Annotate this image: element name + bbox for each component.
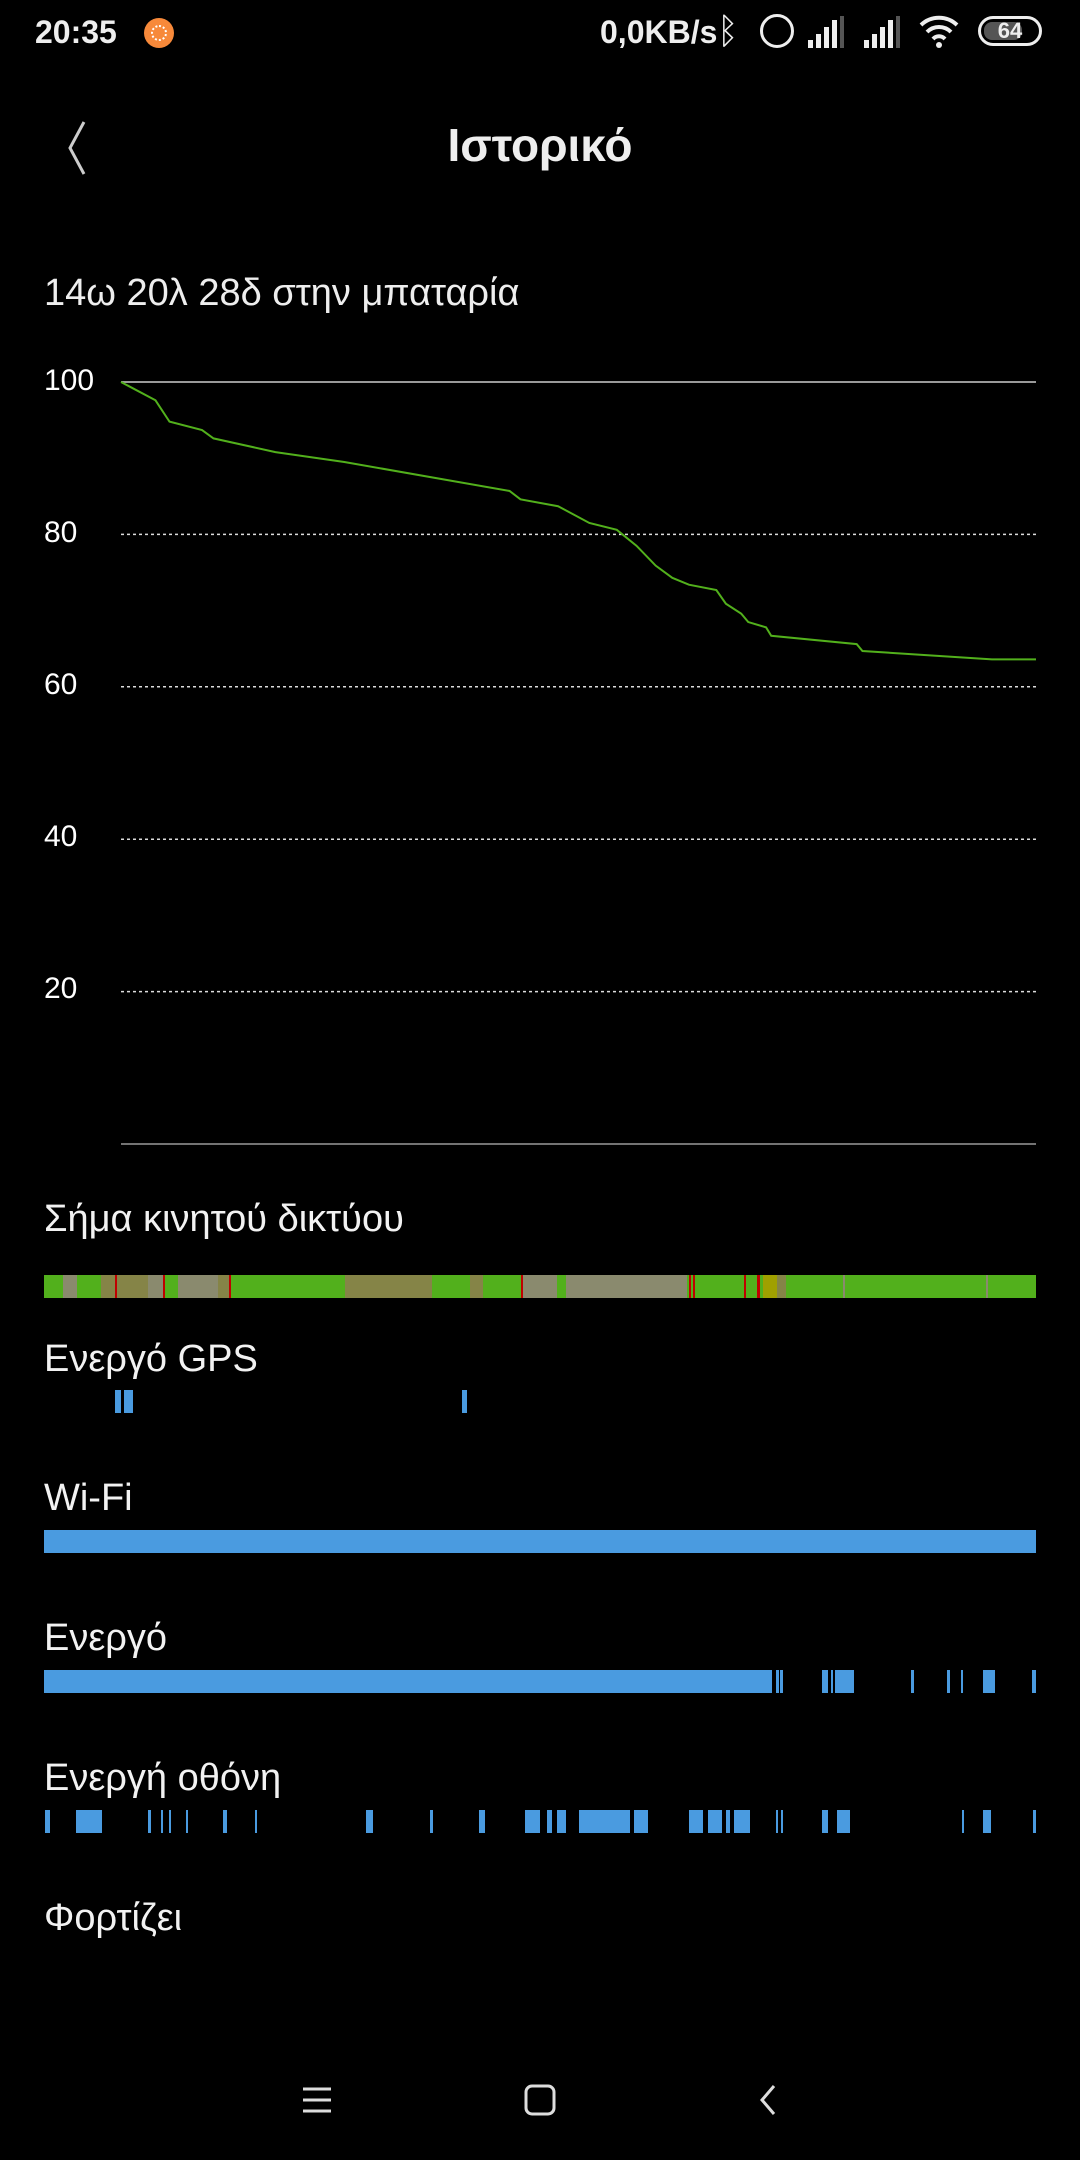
track-segment [254, 1810, 258, 1833]
battery-chart [120, 381, 1036, 1145]
track-segment [692, 1275, 695, 1298]
track-segment [556, 1810, 567, 1833]
track-label: Ενεργό [44, 1617, 168, 1659]
track-label: Φορτίζει [44, 1897, 183, 1939]
y-tick-label: 80 [44, 516, 78, 549]
track-segment [1031, 1670, 1036, 1693]
track-segment [461, 1390, 468, 1413]
battery-icon: 64 [978, 16, 1042, 46]
track-segment [822, 1670, 828, 1693]
track-label: Wi-Fi [44, 1477, 133, 1519]
track-segment [148, 1810, 151, 1833]
track-segment [75, 1810, 103, 1833]
track-bar [44, 1530, 1036, 1553]
track-segment [775, 1810, 778, 1833]
track-bar [44, 1670, 1036, 1693]
track-segment [762, 1275, 778, 1298]
track-segment [430, 1810, 433, 1833]
track-label: Ενεργή οθόνη [44, 1757, 282, 1799]
track-segment [546, 1810, 553, 1833]
track-segment [757, 1275, 760, 1298]
track-segment [961, 1810, 965, 1833]
track-segment [160, 1810, 163, 1833]
track-segment [780, 1670, 783, 1693]
track-segment [169, 1810, 172, 1833]
y-tick-label: 20 [44, 972, 78, 1005]
track-segment [520, 1275, 558, 1298]
y-tick-label: 40 [44, 820, 78, 853]
track-segment [578, 1810, 630, 1833]
y-tick-label: 100 [44, 364, 95, 397]
battery-level-line [120, 381, 1036, 661]
track-segment [148, 1275, 164, 1298]
track-segment [744, 1275, 747, 1298]
page-title: Ιστορικό [447, 119, 633, 171]
track-segment [708, 1810, 722, 1833]
battery-level: 64 [997, 18, 1023, 43]
wifi-icon [919, 15, 959, 48]
track-segment [228, 1275, 231, 1298]
track-segment [982, 1670, 996, 1693]
track-segment [837, 1810, 850, 1833]
track-segment [777, 1275, 786, 1298]
track-segment [842, 1275, 845, 1298]
track-segment [734, 1810, 750, 1833]
status-bar: 20:35 0,0KB/s ᛒ 64 [0, 0, 1080, 70]
track-segment [781, 1810, 784, 1833]
bluetooth-icon: ᛒ [717, 10, 739, 51]
clock: 20:35 [35, 14, 117, 50]
track-segment [822, 1810, 828, 1833]
track-segment [946, 1670, 950, 1693]
track-segment [114, 1390, 122, 1413]
track-segment [162, 1275, 165, 1298]
track-segment [218, 1275, 230, 1298]
track-segment [44, 1670, 772, 1693]
track-segment [101, 1275, 149, 1298]
track-bar [44, 1275, 1036, 1298]
track-segment [726, 1810, 731, 1833]
battery-duration: 14ω 20λ 28δ στην μπαταρία [44, 272, 520, 314]
alarm-icon [760, 14, 794, 48]
track-segment [565, 1275, 688, 1298]
track-segment [834, 1670, 855, 1693]
track-segment [178, 1275, 219, 1298]
signal-icon [808, 16, 844, 48]
back-icon[interactable] [738, 2070, 798, 2130]
mi-notification-icon [144, 18, 174, 48]
track-segment [115, 1275, 118, 1298]
track-segment [688, 1275, 691, 1298]
track-segment [524, 1810, 540, 1833]
signal-icon [864, 16, 900, 48]
track-segment [634, 1810, 648, 1833]
track-bar [44, 1810, 1036, 1833]
track-segment [223, 1810, 228, 1833]
menu-icon[interactable] [287, 2070, 347, 2130]
track-segment [45, 1810, 50, 1833]
track-segment [124, 1390, 134, 1413]
track-segment [960, 1670, 964, 1693]
track-segment [910, 1670, 914, 1693]
track-segment [520, 1275, 523, 1298]
track-label: Ενεργό GPS [44, 1338, 258, 1380]
chevron-left-icon[interactable] [62, 118, 112, 178]
home-icon[interactable] [510, 2070, 570, 2130]
track-segment [479, 1810, 485, 1833]
track-segment [185, 1810, 188, 1833]
track-segment [688, 1810, 703, 1833]
network-speed: 0,0KB/s [600, 14, 718, 50]
track-segment [344, 1275, 433, 1298]
track-segment [775, 1670, 779, 1693]
track-segment [44, 1530, 1036, 1553]
track-segment [830, 1670, 834, 1693]
track-segment [986, 1275, 989, 1298]
y-tick-label: 60 [44, 668, 78, 701]
track-label: Σήμα κινητού δικτύου [44, 1198, 404, 1240]
track-segment [1033, 1810, 1036, 1833]
track-segment [470, 1275, 484, 1298]
track-segment [982, 1810, 992, 1833]
track-segment [63, 1275, 77, 1298]
track-segment [366, 1810, 374, 1833]
track-bar [44, 1390, 1036, 1413]
